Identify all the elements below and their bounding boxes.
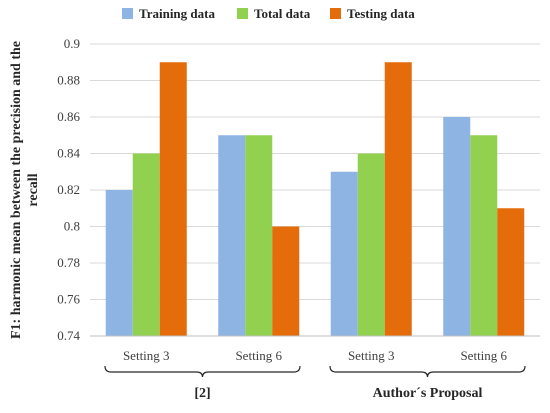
category-label: Setting 6 xyxy=(235,348,282,363)
legend-label: Training data xyxy=(139,6,215,21)
legend-label: Total data xyxy=(254,6,311,21)
bar xyxy=(159,62,187,336)
bar xyxy=(497,208,525,336)
legend-swatch xyxy=(237,8,248,19)
bar xyxy=(443,117,471,336)
group-brace xyxy=(104,365,301,378)
y-tick-label: 0.9 xyxy=(64,36,80,51)
y-tick-label: 0.84 xyxy=(57,146,80,161)
y-tick-label: 0.86 xyxy=(57,109,80,124)
y-axis-label: F1: harmonic mean between the precision … xyxy=(9,41,24,339)
bar xyxy=(132,153,160,336)
bar xyxy=(384,62,412,336)
y-tick-label: 0.8 xyxy=(64,219,80,234)
axes xyxy=(90,335,540,378)
legend: Training data Total data Testing data xyxy=(122,6,415,21)
y-axis-label: recall xyxy=(26,173,41,206)
bars xyxy=(105,62,525,336)
group-brace xyxy=(329,365,526,378)
bar xyxy=(470,135,498,336)
y-tick-label: 0.82 xyxy=(57,182,80,197)
y-tick-label: 0.78 xyxy=(57,255,80,270)
labels: 0.74 0.76 0.78 0.8 0.82 0.84 0.86 0.88 0.9 Settin… xyxy=(9,36,508,401)
legend-swatch xyxy=(330,8,341,19)
y-tick-label: 0.74 xyxy=(57,328,80,343)
bar xyxy=(105,190,133,336)
bar xyxy=(357,153,385,336)
y-tick-label: 0.88 xyxy=(57,73,80,88)
bar xyxy=(272,226,300,336)
bar xyxy=(330,171,358,336)
legend-label: Testing data xyxy=(347,6,415,21)
y-tick-label: 0.76 xyxy=(57,292,80,307)
category-label: Setting 6 xyxy=(460,348,507,363)
bar xyxy=(218,135,246,336)
group-label: [2] xyxy=(194,386,210,401)
legend-swatch xyxy=(122,8,133,19)
category-label: Setting 3 xyxy=(348,348,395,363)
group-label: Author´s Proposal xyxy=(373,386,483,401)
category-label: Setting 3 xyxy=(123,348,170,363)
bar xyxy=(245,135,273,336)
